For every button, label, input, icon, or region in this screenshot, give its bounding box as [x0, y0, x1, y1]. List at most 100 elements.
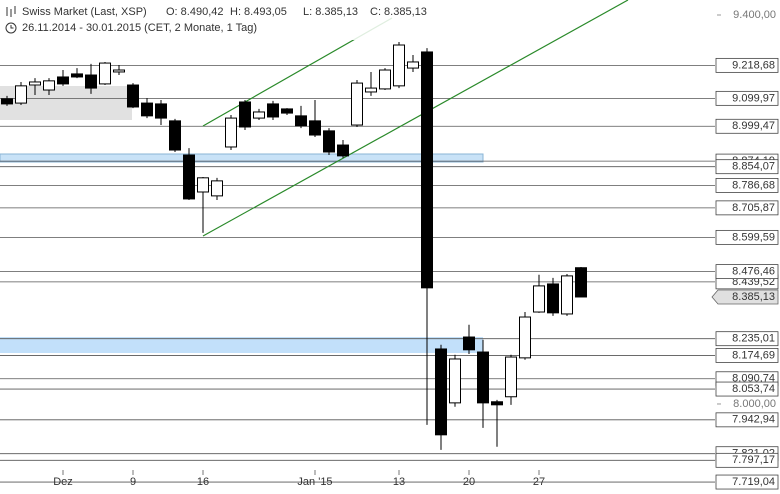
level-label: 8.476,46: [732, 266, 775, 278]
candle-body: [421, 51, 433, 289]
x-tick-label: 16: [197, 476, 209, 488]
candle-body: [519, 316, 531, 359]
ohlc-open: O: 8.490,42: [166, 6, 224, 18]
candle-body: [239, 101, 251, 128]
candle-body: [463, 336, 475, 351]
candle-body: [393, 44, 405, 87]
candle-body: [505, 356, 517, 398]
level-label-box: [715, 178, 779, 193]
candle-body: [127, 84, 139, 108]
level-label-box: [715, 474, 779, 490]
candle-body: [337, 144, 349, 157]
x-tick-label: 9: [130, 476, 136, 488]
candle-body: [295, 115, 307, 127]
candle-body: [225, 117, 237, 148]
level-label: 8.053,74: [732, 383, 775, 395]
level-label-box: [715, 264, 779, 280]
x-tick-label: Dez: [53, 476, 73, 488]
level-label-box: [715, 118, 779, 134]
level-label: 8.174,69: [732, 349, 775, 361]
candle-body: [57, 76, 69, 85]
zone: [0, 153, 484, 163]
level-label: 8.235,01: [732, 333, 775, 345]
y-tick-label: 8.000,00: [733, 398, 776, 410]
current-price-box: [711, 289, 779, 305]
candle-body: [253, 111, 265, 119]
candle-body: [477, 351, 489, 404]
candle-body: [1, 98, 13, 105]
candle-body: [547, 283, 559, 314]
clock-icon: [5, 22, 17, 34]
header-bg: [0, 0, 440, 40]
chart-subtitle: 26.11.2014 - 30.01.2015 (CET, 2 Monate, …: [22, 22, 257, 34]
x-tick-label: Jan '15: [297, 476, 332, 488]
candle-body: [99, 62, 111, 85]
price-labels: 9.218,689.099,978.999,478.874,198.854,07…: [711, 9, 779, 490]
candle-body: [183, 154, 195, 200]
candle-body: [379, 69, 391, 90]
chart-title: Swiss Market (Last, XSP): [22, 6, 147, 18]
level-label: 8.705,87: [732, 202, 775, 214]
candle-body: [29, 81, 41, 86]
level-label: 7.797,17: [732, 454, 775, 466]
trend-line: [202, 0, 629, 237]
ohlc-low: L: 8.385,13: [303, 6, 358, 18]
candle-body: [309, 120, 321, 136]
chart-icon: [6, 6, 16, 17]
level-label: 7.719,04: [732, 476, 775, 488]
candle-body: [575, 267, 587, 298]
candle-body: [197, 177, 209, 193]
level-label: 8.999,47: [732, 120, 775, 132]
header: Swiss Market (Last, XSP) O: 8.490,42 H: …: [0, 0, 440, 40]
candle-body: [43, 80, 55, 91]
level-label: 8.854,07: [732, 161, 775, 173]
y-tick-label: 9.400,00: [733, 9, 776, 21]
level-label-box: [715, 348, 779, 363]
candle-body: [71, 73, 83, 78]
level-label-box: [715, 57, 779, 73]
level-label-box: [715, 412, 779, 428]
level-label: 8.786,68: [732, 179, 775, 191]
candle-body: [141, 102, 153, 117]
x-tick-label: 20: [463, 476, 475, 488]
candle-body: [211, 180, 223, 197]
candle-body: [365, 87, 377, 93]
candle-body: [155, 103, 167, 119]
candle-body: [323, 130, 335, 153]
levels: [0, 64, 715, 483]
level-label-box: [715, 229, 779, 245]
candle-body: [267, 103, 279, 118]
candle-body: [169, 120, 181, 151]
candles: [1, 41, 587, 450]
candle-body: [113, 69, 125, 73]
candle-body: [533, 285, 545, 313]
ohlc-close: C: 8.385,13: [370, 6, 427, 18]
level-label: 7.942,94: [732, 414, 775, 426]
candle-body: [351, 82, 363, 126]
level-label-box: [715, 452, 779, 468]
zone: [0, 337, 483, 353]
level-label-box: [715, 90, 779, 106]
candle-body: [449, 358, 461, 404]
level-label: 9.099,97: [732, 92, 775, 104]
level-label-box: [715, 331, 779, 347]
candle-body: [15, 85, 27, 104]
candle-body: [85, 74, 97, 89]
candle-body: [491, 401, 503, 406]
level-label: 9.218,68: [732, 59, 775, 71]
candle-body: [435, 348, 447, 436]
candle-body: [561, 275, 573, 315]
current-price-label: 8.385,13: [732, 291, 775, 303]
ohlc-high: H: 8.493,05: [230, 6, 287, 18]
level-label-box: [715, 200, 779, 216]
x-tick-label: 27: [533, 476, 545, 488]
level-label-box: [715, 381, 779, 397]
level-label: 8.599,59: [732, 231, 775, 243]
level-label-box: [715, 159, 779, 175]
candle-body: [407, 61, 419, 69]
zones: [0, 86, 484, 353]
x-tick-label: 13: [393, 476, 405, 488]
candle-body: [281, 108, 293, 114]
